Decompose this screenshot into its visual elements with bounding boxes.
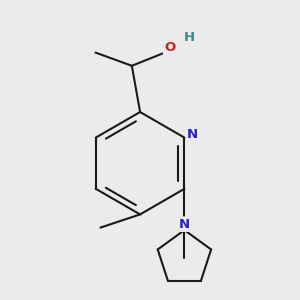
Text: H: H: [184, 31, 195, 44]
Text: O: O: [164, 41, 176, 54]
Text: N: N: [179, 218, 190, 231]
Text: N: N: [187, 128, 198, 142]
